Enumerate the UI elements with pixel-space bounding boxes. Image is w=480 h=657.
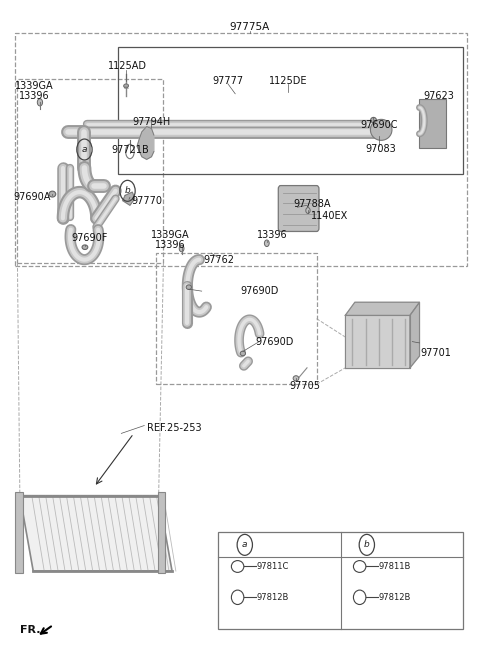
Text: 1125AD: 1125AD bbox=[108, 61, 147, 71]
Bar bbox=[156, 253, 317, 384]
Polygon shape bbox=[20, 495, 172, 571]
Text: 97812B: 97812B bbox=[379, 593, 411, 602]
Ellipse shape bbox=[306, 208, 310, 214]
Text: a: a bbox=[242, 540, 248, 549]
Text: 1140EX: 1140EX bbox=[312, 211, 348, 221]
Text: 97770: 97770 bbox=[131, 196, 162, 206]
Text: 1339GA: 1339GA bbox=[15, 81, 53, 91]
Text: a: a bbox=[82, 145, 87, 154]
Text: 97083: 97083 bbox=[366, 144, 396, 154]
Text: b: b bbox=[364, 540, 370, 549]
Ellipse shape bbox=[293, 376, 299, 381]
Text: 1125DE: 1125DE bbox=[269, 76, 307, 85]
Text: 97812B: 97812B bbox=[257, 593, 289, 602]
Text: 13396: 13396 bbox=[19, 91, 49, 101]
Text: 97705: 97705 bbox=[289, 381, 320, 391]
Bar bbox=[420, 99, 446, 148]
Text: 97762: 97762 bbox=[203, 256, 234, 265]
FancyBboxPatch shape bbox=[278, 185, 319, 231]
Text: 97721B: 97721B bbox=[111, 145, 149, 155]
Text: 97777: 97777 bbox=[213, 76, 243, 85]
Bar bbox=[15, 491, 23, 573]
Bar bbox=[157, 491, 165, 573]
Ellipse shape bbox=[179, 245, 184, 252]
Bar bbox=[118, 47, 463, 174]
Text: 1339GA: 1339GA bbox=[151, 230, 190, 240]
Text: b: b bbox=[125, 187, 131, 195]
Polygon shape bbox=[123, 192, 135, 205]
Text: 97811B: 97811B bbox=[379, 562, 411, 571]
Text: 97811C: 97811C bbox=[257, 562, 289, 571]
Text: 97690F: 97690F bbox=[71, 233, 108, 243]
Text: FR.: FR. bbox=[20, 625, 41, 635]
Ellipse shape bbox=[371, 120, 392, 141]
Ellipse shape bbox=[37, 99, 43, 106]
Ellipse shape bbox=[371, 118, 376, 123]
Text: 97690A: 97690A bbox=[13, 193, 50, 202]
Polygon shape bbox=[345, 302, 420, 315]
Ellipse shape bbox=[264, 240, 269, 246]
Text: 97701: 97701 bbox=[421, 348, 452, 358]
Text: 97690D: 97690D bbox=[240, 286, 278, 296]
Ellipse shape bbox=[124, 84, 129, 88]
Ellipse shape bbox=[186, 285, 192, 290]
Polygon shape bbox=[137, 127, 154, 160]
Text: 97690C: 97690C bbox=[360, 120, 397, 130]
Text: 97788A: 97788A bbox=[293, 199, 331, 209]
Text: 13396: 13396 bbox=[257, 230, 288, 240]
Text: 97794H: 97794H bbox=[132, 117, 170, 127]
Bar bbox=[15, 34, 468, 266]
Text: 97775A: 97775A bbox=[229, 22, 270, 32]
Text: 97690D: 97690D bbox=[256, 336, 294, 347]
Bar bbox=[17, 79, 163, 263]
Polygon shape bbox=[345, 315, 410, 368]
Text: 13396: 13396 bbox=[156, 240, 186, 250]
Bar bbox=[218, 532, 463, 629]
Ellipse shape bbox=[240, 351, 245, 355]
Ellipse shape bbox=[49, 191, 56, 197]
Text: REF.25-253: REF.25-253 bbox=[147, 423, 201, 433]
Polygon shape bbox=[410, 302, 420, 368]
Text: 97623: 97623 bbox=[423, 91, 454, 101]
Ellipse shape bbox=[82, 245, 88, 250]
